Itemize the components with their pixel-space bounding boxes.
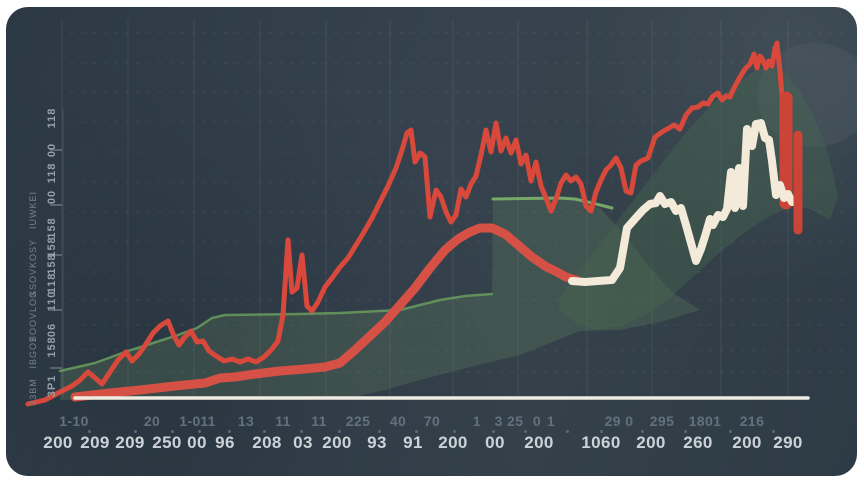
chart-card: 200 209 209 250 00 96 208 03 200 93 91 200 00 200 1060… <box>6 7 857 476</box>
thick-red-line <box>70 223 581 402</box>
jagged-red-line <box>25 40 785 407</box>
chart-canvas <box>25 20 857 407</box>
chart-stage: 200 209 209 250 00 96 208 03 200 93 91 200 00 200 1060… <box>6 7 857 476</box>
green-step-line <box>58 292 494 373</box>
green-upper-segment <box>491 196 614 210</box>
white-line <box>568 119 796 286</box>
green-area-dome <box>558 66 838 330</box>
green-area-main <box>60 198 700 400</box>
